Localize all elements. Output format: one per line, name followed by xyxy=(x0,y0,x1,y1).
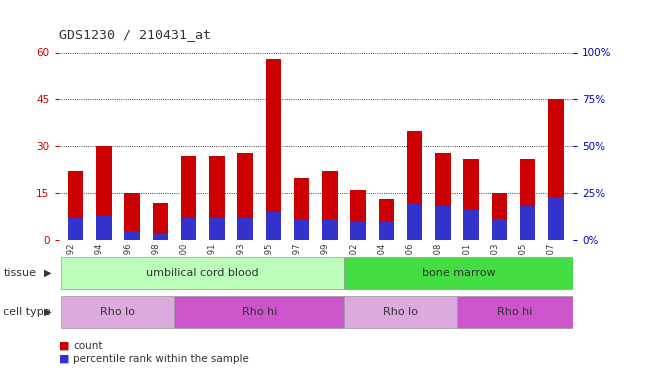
Text: umbilical cord blood: umbilical cord blood xyxy=(146,268,259,278)
Bar xyxy=(68,171,83,240)
Text: count: count xyxy=(73,340,102,351)
Bar xyxy=(435,206,450,240)
Text: ■: ■ xyxy=(59,354,69,364)
Bar xyxy=(344,296,457,328)
Bar xyxy=(96,146,111,240)
Bar xyxy=(407,130,422,240)
Bar xyxy=(238,153,253,240)
Bar xyxy=(96,216,111,240)
Bar xyxy=(520,206,535,240)
Bar xyxy=(266,59,281,240)
Text: Rho lo: Rho lo xyxy=(100,307,135,317)
Bar xyxy=(548,99,564,240)
Bar xyxy=(350,221,366,240)
Bar xyxy=(492,193,507,240)
Bar xyxy=(61,257,344,289)
Bar xyxy=(407,202,422,240)
Bar xyxy=(322,219,338,240)
Text: GDS1230 / 210431_at: GDS1230 / 210431_at xyxy=(59,28,210,41)
Bar xyxy=(124,231,140,240)
Bar xyxy=(548,197,564,240)
Bar xyxy=(152,202,168,240)
Text: Rho hi: Rho hi xyxy=(497,307,533,317)
Bar xyxy=(238,217,253,240)
Bar xyxy=(350,190,366,240)
Bar xyxy=(379,221,394,240)
Bar xyxy=(181,217,197,240)
Bar xyxy=(294,177,309,240)
Bar xyxy=(209,217,225,240)
Bar xyxy=(435,153,450,240)
Bar xyxy=(520,159,535,240)
Bar xyxy=(209,156,225,240)
Bar xyxy=(322,171,338,240)
Bar xyxy=(266,212,281,240)
Bar xyxy=(492,219,507,240)
Bar xyxy=(174,296,344,328)
Bar xyxy=(124,193,140,240)
Text: ■: ■ xyxy=(59,340,69,351)
Text: ▶: ▶ xyxy=(44,307,51,317)
Bar xyxy=(181,156,197,240)
Text: ▶: ▶ xyxy=(44,268,51,278)
Text: bone marrow: bone marrow xyxy=(422,268,495,278)
Bar xyxy=(152,232,168,240)
Bar xyxy=(464,210,479,240)
Bar xyxy=(379,200,394,240)
Text: Rho lo: Rho lo xyxy=(383,307,418,317)
Text: percentile rank within the sample: percentile rank within the sample xyxy=(73,354,249,364)
Bar xyxy=(68,217,83,240)
Bar xyxy=(464,159,479,240)
Bar xyxy=(61,296,174,328)
Bar xyxy=(457,296,573,328)
Text: Rho hi: Rho hi xyxy=(242,307,277,317)
Bar xyxy=(344,257,573,289)
Text: cell type: cell type xyxy=(3,307,51,317)
Bar xyxy=(294,219,309,240)
Text: tissue: tissue xyxy=(3,268,36,278)
